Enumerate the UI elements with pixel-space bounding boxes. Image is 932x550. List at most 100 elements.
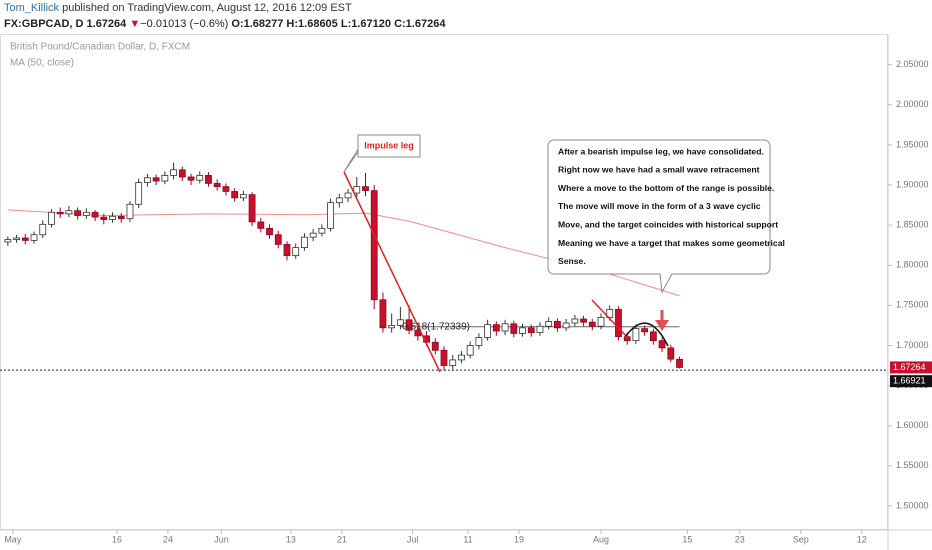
- wave-arc: [625, 322, 669, 347]
- x-tick-label: 19: [514, 534, 524, 544]
- symbol-line: FX:GBPCAD, D 1.67264 ▼−0.01013 (−0.6%) O…: [4, 18, 446, 30]
- close: C:1.67264: [394, 18, 446, 30]
- last-price-box: [890, 361, 932, 374]
- candle-body: [292, 247, 300, 257]
- candle-body: [536, 325, 544, 334]
- candle-body: [580, 318, 587, 323]
- candle-body: [327, 202, 335, 229]
- candle-body: [649, 331, 657, 342]
- candle-body: [676, 358, 683, 368]
- note-line: Meaning we have a target that makes some…: [558, 238, 785, 248]
- candle-body: [475, 337, 483, 346]
- candle-body: [484, 324, 492, 338]
- candle-body: [641, 328, 649, 333]
- note-line: Where a move to the bottom of the range …: [558, 183, 774, 193]
- candle-body: [431, 341, 439, 351]
- note-box: [547, 139, 771, 294]
- candle-body: [545, 321, 553, 327]
- candle-body: [405, 319, 413, 331]
- candle-body: [56, 211, 64, 215]
- x-tick-label: 12: [857, 534, 867, 544]
- note-line: After a bearish impulse leg, we have con…: [558, 146, 764, 156]
- candle-body: [449, 359, 457, 366]
- candle-body: [144, 177, 151, 184]
- candle-body: [117, 215, 125, 220]
- candle-body: [109, 215, 116, 220]
- candle-body: [135, 182, 143, 205]
- candle-body: [458, 354, 465, 361]
- candle-body: [274, 234, 282, 245]
- y-tick-label: 2.00000: [896, 99, 929, 109]
- arrow: ▼: [129, 18, 140, 30]
- candle-body: [82, 211, 90, 216]
- candle-body: [91, 211, 99, 218]
- candle-body: [335, 197, 343, 204]
- candle-body: [632, 328, 640, 342]
- y-tick-label: 1.55000: [896, 460, 929, 470]
- candle-body: [370, 190, 378, 301]
- candle-body: [213, 183, 221, 188]
- candle-body: [222, 186, 230, 192]
- candle-body: [126, 203, 134, 220]
- price: 1.67264: [87, 18, 128, 30]
- legend-ma: MA (50, close): [10, 58, 74, 69]
- x-tick-label: Aug: [593, 534, 609, 544]
- low-price-label: 1.66921: [893, 376, 926, 386]
- candle-body: [318, 227, 326, 234]
- candle-body: [440, 349, 448, 366]
- candle-body: [344, 192, 352, 199]
- candle-body: [667, 347, 675, 360]
- candle-body: [309, 232, 317, 238]
- symbol: FX:GBPCAD, D: [4, 18, 84, 30]
- candle-body: [266, 227, 273, 236]
- candle-body: [170, 169, 177, 176]
- x-tick-label: 21: [337, 534, 347, 544]
- candle-body: [178, 169, 186, 178]
- retrace-trendline: [591, 299, 629, 339]
- candle-body: [597, 316, 605, 327]
- candle-body: [13, 237, 20, 240]
- candle-body: [205, 174, 212, 184]
- y-tick-label: 1.80000: [896, 260, 929, 270]
- candle-body: [39, 223, 47, 236]
- candle-body: [21, 237, 29, 241]
- candle-body: [388, 325, 396, 329]
- x-tick-label: 23: [735, 534, 745, 544]
- candle-body: [501, 323, 509, 332]
- candle-body: [396, 319, 404, 326]
- x-tick-label: 16: [112, 534, 122, 544]
- change: −0.01013 (−0.6%): [140, 18, 228, 30]
- candle-body: [510, 323, 518, 334]
- candle-body: [492, 324, 500, 332]
- x-tick-label: Jun: [214, 534, 229, 544]
- candle-body: [615, 308, 622, 338]
- open: O:1.68277: [231, 18, 283, 30]
- low-price-box: [890, 375, 932, 388]
- candle-body: [283, 243, 291, 257]
- author[interactable]: Tom_Killick: [4, 2, 60, 14]
- candle-body: [196, 174, 204, 181]
- candle-body: [588, 321, 596, 327]
- y-tick-label: 1.60000: [896, 420, 929, 430]
- candle-body: [362, 186, 369, 192]
- note-line: Sense.: [558, 256, 586, 266]
- candle-body: [239, 194, 247, 199]
- x-tick-label: 11: [463, 534, 472, 544]
- candle-body: [161, 174, 169, 182]
- candle-body: [30, 234, 38, 241]
- note-line: The move will move in the form of a 3 wa…: [558, 201, 761, 211]
- note-text: After a bearish impulse leg, we have con…: [558, 146, 785, 266]
- fib-label: 0.618(1.72339): [402, 321, 470, 332]
- impulse-callout: [343, 134, 421, 173]
- high: H:1.68605: [286, 18, 337, 30]
- impulse-trendline: [343, 171, 441, 373]
- y-tick-label: 1.95000: [896, 139, 929, 149]
- candle-body: [571, 318, 579, 324]
- published: published on TradingView.com, August 12,…: [62, 2, 352, 14]
- candle-body: [353, 186, 361, 194]
- note-line: Move, and the target coincides with hist…: [558, 219, 778, 229]
- candle-body: [553, 321, 561, 329]
- candle-body: [519, 327, 526, 334]
- candle-body: [231, 191, 239, 199]
- candle-body: [187, 176, 195, 181]
